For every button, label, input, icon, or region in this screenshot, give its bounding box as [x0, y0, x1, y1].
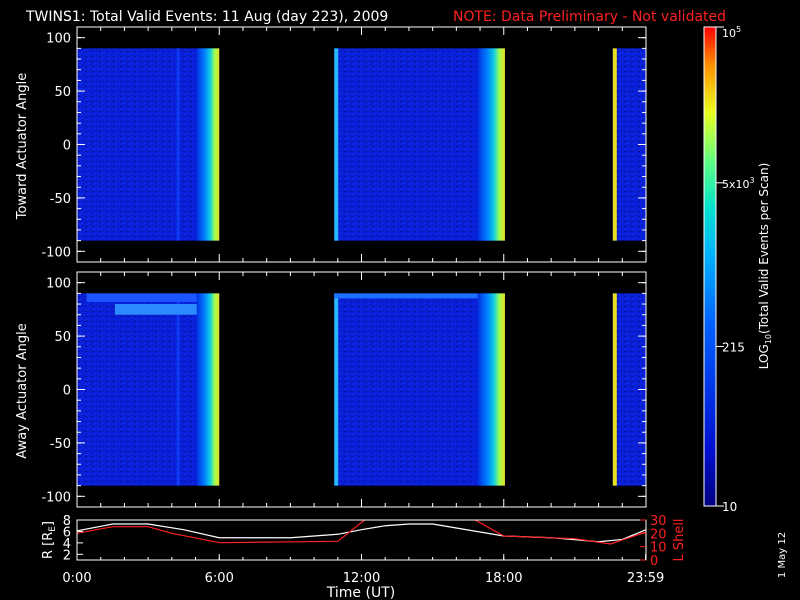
band-feature: [86, 293, 197, 302]
colorbar-gradient: [703, 26, 717, 507]
away-angle-panel: 100 50 0 -50 -100: [41, 271, 647, 508]
data-block: [77, 293, 220, 486]
ephemeris-plot-area: [77, 520, 646, 545]
dawn-edge: [196, 293, 220, 486]
edge-line: [612, 48, 617, 241]
streak: [176, 293, 180, 486]
x-tick-label: 0:00: [62, 571, 91, 586]
l-shell-series-line: [77, 520, 646, 545]
l-tick-label: 10: [650, 541, 667, 556]
l-tick-label: 20: [650, 527, 667, 542]
toward-angle-panel: 100 50 0 -50 -100: [41, 26, 647, 263]
r-tick-label: 8: [63, 514, 71, 529]
x-tick-label: 23:59: [627, 571, 664, 586]
r-tick-label: 2: [63, 548, 71, 563]
y-tick-label: 0: [63, 139, 71, 154]
y-tick-label: 100: [46, 277, 71, 292]
edge-line: [612, 293, 617, 486]
toward-angle-label: Toward Actuator Angle: [15, 73, 30, 220]
colorbar-tick-label: 5x103: [722, 176, 755, 191]
y-tick-label: 100: [46, 32, 71, 47]
r-axis-label: R [RE]: [41, 521, 58, 559]
figure-title: TWINS1: Total Valid Events: 11 Aug (day …: [25, 9, 388, 25]
y-tick-label: 50: [54, 330, 71, 345]
data-block: [334, 293, 505, 486]
time-axis-label: Time (UT): [326, 585, 395, 600]
band-feature: [114, 304, 197, 315]
dusk-edge: [477, 293, 505, 486]
plot-date: 1 May 12: [777, 532, 788, 578]
r-tick-label: 6: [63, 525, 71, 540]
preliminary-note: NOTE: Data Preliminary - Not validated: [453, 9, 726, 25]
band-feature: [334, 293, 478, 299]
x-tick-label: 6:00: [205, 571, 234, 586]
away-angle-label: Away Actuator Angle: [15, 323, 30, 458]
colorbar-tick-label: 105: [722, 25, 741, 40]
x-tick-label: 18:00: [485, 571, 522, 586]
dusk-edge: [477, 48, 505, 241]
y-tick-label: 0: [63, 384, 71, 399]
y-tick-label: 50: [54, 85, 71, 100]
edge-line: [334, 293, 339, 486]
data-block: [77, 48, 220, 241]
streak: [176, 48, 180, 241]
dawn-edge: [196, 48, 220, 241]
x-tick-label: 12:00: [343, 571, 380, 586]
l-tick-label: 0: [650, 554, 658, 569]
ephemeris-bg: [77, 520, 646, 560]
r-tick-label: 4: [63, 537, 71, 552]
colorbar-tick-label: 215: [722, 340, 745, 354]
colorbar-tick-label: 10: [722, 500, 737, 514]
y-tick-label: -100: [41, 245, 71, 260]
colorbar-label: LOG10(Total Valid Events per Scan): [757, 163, 773, 370]
l-tick-label: 30: [650, 514, 667, 529]
y-tick-label: -50: [50, 192, 71, 207]
y-tick-label: -100: [41, 490, 71, 505]
l-shell-label: L Shell: [672, 518, 687, 561]
data-block: [334, 48, 505, 241]
colorbar: 10 215 5x103 105 LOG10(Total Valid Events p…: [703, 25, 773, 514]
y-tick-label: -50: [50, 437, 71, 452]
edge-line: [334, 48, 339, 241]
